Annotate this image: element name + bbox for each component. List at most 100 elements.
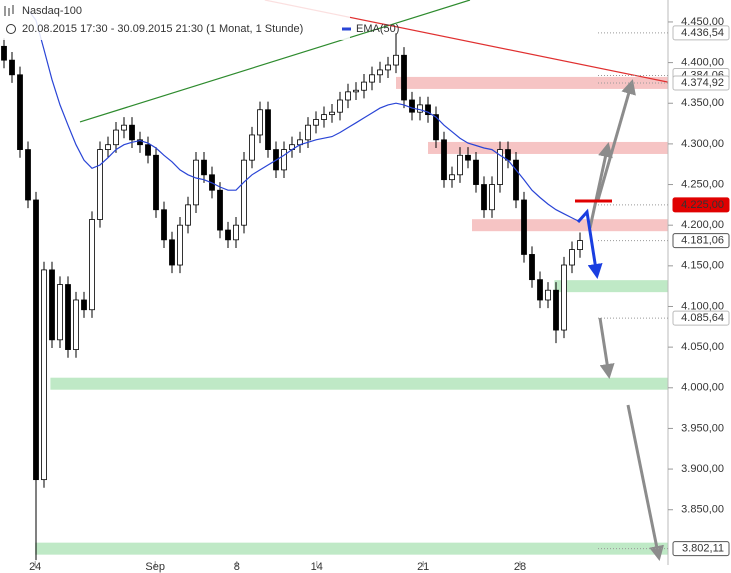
y-tick-label: 4.050,00 <box>681 341 724 353</box>
y-tick-label: 4.400,00 <box>681 57 724 69</box>
candle-body <box>241 159 247 226</box>
candle-body <box>201 159 207 176</box>
y-tick-label: 3.850,00 <box>681 504 724 516</box>
arrow <box>596 79 636 201</box>
candle-body <box>393 54 399 66</box>
candle-body <box>337 99 343 113</box>
y-tick-label: 4.150,00 <box>681 260 724 272</box>
candle-body <box>521 199 527 255</box>
x-tick-label: 14 <box>311 561 323 573</box>
candle-body <box>145 144 151 156</box>
candle-body <box>305 124 311 141</box>
candle-body <box>233 224 239 241</box>
candle-body <box>41 269 47 481</box>
y-tick-label: 3.900,00 <box>681 463 724 475</box>
candle-body <box>89 219 95 311</box>
candle-body <box>9 59 15 76</box>
level-box <box>672 233 730 249</box>
level-box <box>672 541 730 557</box>
level-label: 4.436,54 <box>681 27 724 39</box>
y-tick-label: 4.100,00 <box>681 300 724 312</box>
candle-body <box>441 139 447 181</box>
candle-body <box>577 240 583 250</box>
zone <box>554 280 668 293</box>
candle-body <box>537 279 543 301</box>
chart-title: Nasdaq-100 <box>22 5 82 17</box>
candle-body <box>489 184 495 211</box>
zone <box>396 76 668 89</box>
candle-body <box>161 209 167 241</box>
candle-body <box>345 91 351 101</box>
arrow <box>626 404 664 561</box>
y-tick-label: 4.450,00 <box>681 16 724 28</box>
candle-body <box>153 154 159 211</box>
candle-body <box>465 154 471 161</box>
candle-body <box>457 154 463 176</box>
candle-body <box>121 124 127 131</box>
arrows <box>575 79 664 561</box>
header-icon <box>4 5 14 16</box>
candle-body <box>217 189 223 231</box>
x-tick-label: 21 <box>417 561 429 573</box>
candle-body <box>49 269 55 341</box>
candle-body <box>377 69 383 76</box>
candle-body <box>113 129 119 146</box>
zone <box>472 219 668 232</box>
candle-body <box>265 109 271 150</box>
candle-body <box>409 99 415 113</box>
level-box <box>672 310 730 326</box>
candle-body <box>473 159 479 185</box>
candle-body <box>497 149 503 185</box>
candle-body <box>1 45 7 61</box>
candle-body <box>257 109 263 136</box>
y-tick-label: 4.200,00 <box>681 219 724 231</box>
candle-body <box>513 159 519 201</box>
candle-body <box>401 54 407 101</box>
candle-body <box>249 134 255 161</box>
arrow <box>588 142 613 229</box>
x-tick-label: 8 <box>234 561 240 573</box>
candle-body <box>353 89 359 93</box>
candle-body <box>433 114 439 141</box>
y-tick-label: 4.350,00 <box>681 97 724 109</box>
y-tick-label: 4.250,00 <box>681 178 724 190</box>
arrow <box>598 317 615 379</box>
candle-body <box>65 284 71 350</box>
candle-body <box>129 124 135 141</box>
candle-body <box>545 289 551 301</box>
plot-area <box>1 0 669 561</box>
candle-body <box>137 139 143 146</box>
candle-body <box>361 81 367 91</box>
level-label: 4.225,00 <box>681 199 724 211</box>
level-box <box>672 197 730 213</box>
level-labels: 4.436,544.384,064.374,924.225,004.181,06… <box>598 25 730 557</box>
candle-body <box>105 144 111 150</box>
candle-body <box>97 149 103 220</box>
level-label: 4.181,06 <box>681 234 724 246</box>
candle-body <box>17 74 23 150</box>
x-tick-label: 24 <box>29 561 41 573</box>
y-tick-label: 4.300,00 <box>681 138 724 150</box>
y-tick-label: 4.000,00 <box>681 382 724 394</box>
candle-body <box>369 74 375 83</box>
candle-body <box>169 239 175 266</box>
candle-body <box>385 64 391 71</box>
x-tick-label: Sep <box>145 561 165 573</box>
candle-body <box>73 299 79 350</box>
candle-body <box>33 199 39 481</box>
candle-body <box>25 149 31 201</box>
candle-body <box>425 104 431 116</box>
chart-subtitle: 20.08.2015 17:30 - 30.09.2015 21:30 (1 M… <box>22 23 303 35</box>
level-label: 4.374,92 <box>681 77 724 89</box>
x-tick-label: 28 <box>514 561 526 573</box>
candle-body <box>569 249 575 266</box>
y-tick-label: 3.950,00 <box>681 422 724 434</box>
candle-body <box>561 264 567 331</box>
level-label: 4.085,64 <box>681 312 724 324</box>
level-box <box>672 75 730 91</box>
y-axis: 3.850,00 3.900,00 3.950,00 4.000,00 4.050,00… <box>29 16 724 573</box>
clock-icon <box>6 24 16 34</box>
candle-body <box>321 114 327 120</box>
candle-body <box>449 174 455 181</box>
